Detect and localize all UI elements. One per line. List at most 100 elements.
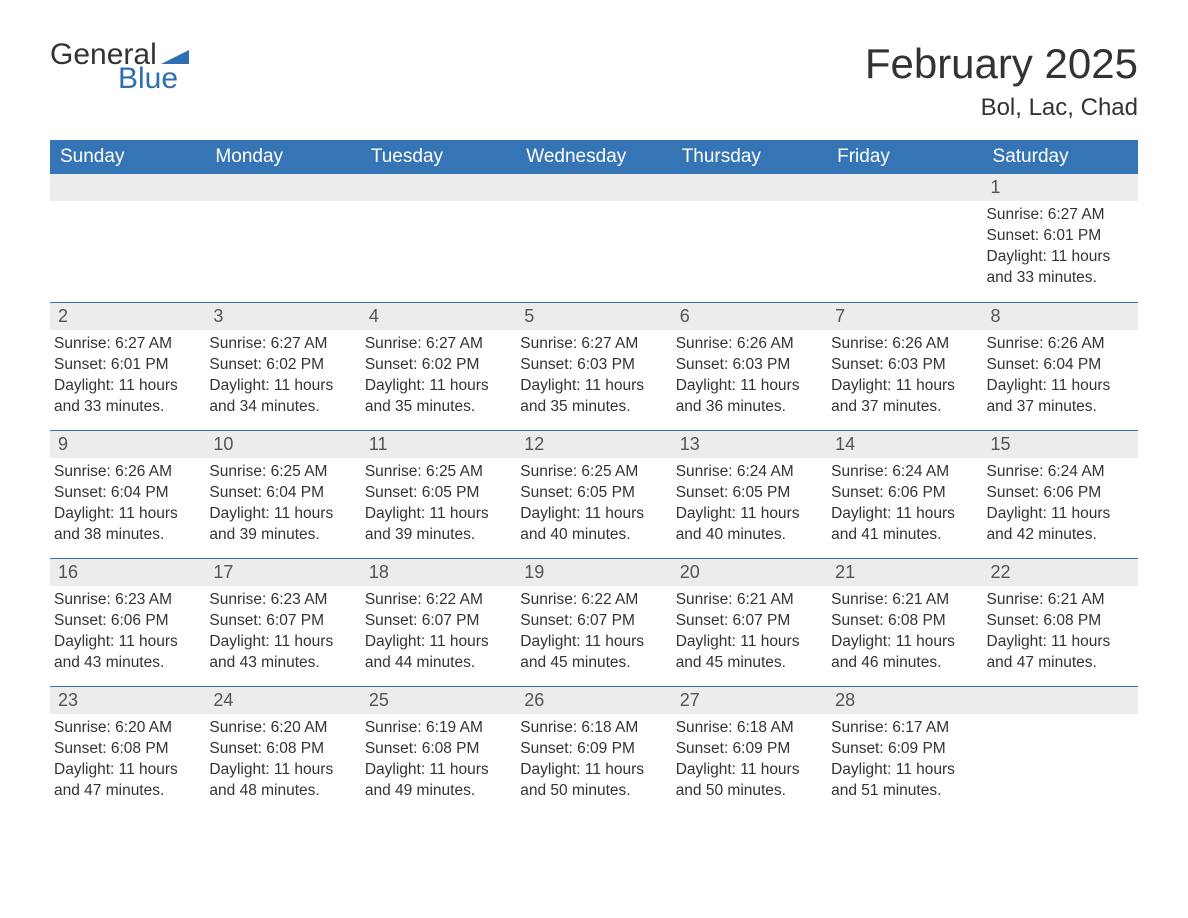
day-info: Sunrise: 6:24 AMSunset: 6:06 PMDaylight:… bbox=[983, 458, 1138, 550]
day-info: Sunrise: 6:27 AMSunset: 6:02 PMDaylight:… bbox=[361, 330, 516, 422]
daylight-line: Daylight: 11 hours and 50 minutes. bbox=[676, 760, 821, 802]
day-cell bbox=[205, 174, 360, 302]
sunset-line: Sunset: 6:06 PM bbox=[987, 483, 1132, 504]
calendar-table: Sunday Monday Tuesday Wednesday Thursday… bbox=[50, 140, 1138, 814]
sunrise-line: Sunrise: 6:18 AM bbox=[676, 718, 821, 739]
day-info: Sunrise: 6:25 AMSunset: 6:04 PMDaylight:… bbox=[205, 458, 360, 550]
day-number bbox=[361, 174, 516, 201]
daylight-line: Daylight: 11 hours and 34 minutes. bbox=[209, 376, 354, 418]
day-cell: 12Sunrise: 6:25 AMSunset: 6:05 PMDayligh… bbox=[516, 430, 671, 558]
day-info: Sunrise: 6:18 AMSunset: 6:09 PMDaylight:… bbox=[516, 714, 671, 806]
day-number: 24 bbox=[205, 687, 360, 714]
daylight-line: Daylight: 11 hours and 39 minutes. bbox=[209, 504, 354, 546]
week-row: 2Sunrise: 6:27 AMSunset: 6:01 PMDaylight… bbox=[50, 302, 1138, 430]
day-cell: 16Sunrise: 6:23 AMSunset: 6:06 PMDayligh… bbox=[50, 558, 205, 686]
daylight-line: Daylight: 11 hours and 45 minutes. bbox=[520, 632, 665, 674]
day-cell bbox=[516, 174, 671, 302]
day-number: 18 bbox=[361, 559, 516, 586]
day-cell: 9Sunrise: 6:26 AMSunset: 6:04 PMDaylight… bbox=[50, 430, 205, 558]
day-info: Sunrise: 6:17 AMSunset: 6:09 PMDaylight:… bbox=[827, 714, 982, 806]
col-wednesday: Wednesday bbox=[516, 140, 671, 174]
day-number: 16 bbox=[50, 559, 205, 586]
month-title: February 2025 bbox=[865, 40, 1138, 88]
sunset-line: Sunset: 6:09 PM bbox=[676, 739, 821, 760]
day-info: Sunrise: 6:27 AMSunset: 6:01 PMDaylight:… bbox=[50, 330, 205, 422]
sunrise-line: Sunrise: 6:23 AM bbox=[54, 590, 199, 611]
sunset-line: Sunset: 6:04 PM bbox=[54, 483, 199, 504]
sunrise-line: Sunrise: 6:24 AM bbox=[987, 462, 1132, 483]
sunrise-line: Sunrise: 6:25 AM bbox=[209, 462, 354, 483]
day-number: 21 bbox=[827, 559, 982, 586]
daylight-line: Daylight: 11 hours and 47 minutes. bbox=[54, 760, 199, 802]
daylight-line: Daylight: 11 hours and 45 minutes. bbox=[676, 632, 821, 674]
sunset-line: Sunset: 6:02 PM bbox=[209, 355, 354, 376]
day-cell: 23Sunrise: 6:20 AMSunset: 6:08 PMDayligh… bbox=[50, 686, 205, 814]
sunset-line: Sunset: 6:07 PM bbox=[676, 611, 821, 632]
day-info: Sunrise: 6:21 AMSunset: 6:08 PMDaylight:… bbox=[827, 586, 982, 678]
day-number: 20 bbox=[672, 559, 827, 586]
daylight-line: Daylight: 11 hours and 41 minutes. bbox=[831, 504, 976, 546]
day-number: 1 bbox=[983, 174, 1138, 201]
sunset-line: Sunset: 6:07 PM bbox=[365, 611, 510, 632]
sunrise-line: Sunrise: 6:24 AM bbox=[676, 462, 821, 483]
col-thursday: Thursday bbox=[672, 140, 827, 174]
sunset-line: Sunset: 6:03 PM bbox=[831, 355, 976, 376]
day-number: 7 bbox=[827, 303, 982, 330]
sunset-line: Sunset: 6:02 PM bbox=[365, 355, 510, 376]
daylight-line: Daylight: 11 hours and 48 minutes. bbox=[209, 760, 354, 802]
col-saturday: Saturday bbox=[983, 140, 1138, 174]
day-cell: 3Sunrise: 6:27 AMSunset: 6:02 PMDaylight… bbox=[205, 302, 360, 430]
col-sunday: Sunday bbox=[50, 140, 205, 174]
day-cell bbox=[672, 174, 827, 302]
header: General Blue February 2025 Bol, Lac, Cha… bbox=[50, 40, 1138, 122]
day-cell: 8Sunrise: 6:26 AMSunset: 6:04 PMDaylight… bbox=[983, 302, 1138, 430]
daylight-line: Daylight: 11 hours and 40 minutes. bbox=[676, 504, 821, 546]
sunrise-line: Sunrise: 6:17 AM bbox=[831, 718, 976, 739]
sunrise-line: Sunrise: 6:26 AM bbox=[987, 334, 1132, 355]
sunset-line: Sunset: 6:09 PM bbox=[520, 739, 665, 760]
daylight-line: Daylight: 11 hours and 39 minutes. bbox=[365, 504, 510, 546]
day-info: Sunrise: 6:25 AMSunset: 6:05 PMDaylight:… bbox=[361, 458, 516, 550]
day-cell: 5Sunrise: 6:27 AMSunset: 6:03 PMDaylight… bbox=[516, 302, 671, 430]
sunrise-line: Sunrise: 6:21 AM bbox=[987, 590, 1132, 611]
day-cell: 21Sunrise: 6:21 AMSunset: 6:08 PMDayligh… bbox=[827, 558, 982, 686]
day-info: Sunrise: 6:23 AMSunset: 6:06 PMDaylight:… bbox=[50, 586, 205, 678]
sunset-line: Sunset: 6:03 PM bbox=[676, 355, 821, 376]
sunset-line: Sunset: 6:07 PM bbox=[520, 611, 665, 632]
day-number bbox=[827, 174, 982, 201]
day-number: 25 bbox=[361, 687, 516, 714]
day-number: 27 bbox=[672, 687, 827, 714]
day-cell: 22Sunrise: 6:21 AMSunset: 6:08 PMDayligh… bbox=[983, 558, 1138, 686]
day-cell: 28Sunrise: 6:17 AMSunset: 6:09 PMDayligh… bbox=[827, 686, 982, 814]
day-info: Sunrise: 6:23 AMSunset: 6:07 PMDaylight:… bbox=[205, 586, 360, 678]
day-cell: 6Sunrise: 6:26 AMSunset: 6:03 PMDaylight… bbox=[672, 302, 827, 430]
day-info: Sunrise: 6:26 AMSunset: 6:03 PMDaylight:… bbox=[672, 330, 827, 422]
day-number: 2 bbox=[50, 303, 205, 330]
day-cell: 15Sunrise: 6:24 AMSunset: 6:06 PMDayligh… bbox=[983, 430, 1138, 558]
daylight-line: Daylight: 11 hours and 51 minutes. bbox=[831, 760, 976, 802]
day-number: 9 bbox=[50, 431, 205, 458]
brand-logo: General Blue bbox=[50, 40, 189, 94]
sunrise-line: Sunrise: 6:27 AM bbox=[520, 334, 665, 355]
day-cell: 4Sunrise: 6:27 AMSunset: 6:02 PMDaylight… bbox=[361, 302, 516, 430]
day-info: Sunrise: 6:24 AMSunset: 6:06 PMDaylight:… bbox=[827, 458, 982, 550]
day-cell bbox=[983, 686, 1138, 814]
sunrise-line: Sunrise: 6:27 AM bbox=[54, 334, 199, 355]
sunset-line: Sunset: 6:08 PM bbox=[54, 739, 199, 760]
sunrise-line: Sunrise: 6:26 AM bbox=[831, 334, 976, 355]
day-cell bbox=[361, 174, 516, 302]
day-info: Sunrise: 6:21 AMSunset: 6:07 PMDaylight:… bbox=[672, 586, 827, 678]
day-info: Sunrise: 6:27 AMSunset: 6:02 PMDaylight:… bbox=[205, 330, 360, 422]
day-number: 26 bbox=[516, 687, 671, 714]
sunrise-line: Sunrise: 6:25 AM bbox=[520, 462, 665, 483]
day-info: Sunrise: 6:20 AMSunset: 6:08 PMDaylight:… bbox=[50, 714, 205, 806]
day-number: 4 bbox=[361, 303, 516, 330]
day-cell: 27 Sunrise: 6:18 AMSunset: 6:09 PMDayligh… bbox=[672, 686, 827, 814]
daylight-line: Daylight: 11 hours and 40 minutes. bbox=[520, 504, 665, 546]
day-cell bbox=[50, 174, 205, 302]
day-number: 28 bbox=[827, 687, 982, 714]
daylight-line: Daylight: 11 hours and 50 minutes. bbox=[520, 760, 665, 802]
day-cell: 17Sunrise: 6:23 AMSunset: 6:07 PMDayligh… bbox=[205, 558, 360, 686]
sunset-line: Sunset: 6:01 PM bbox=[987, 226, 1132, 247]
day-cell: 18Sunrise: 6:22 AMSunset: 6:07 PMDayligh… bbox=[361, 558, 516, 686]
